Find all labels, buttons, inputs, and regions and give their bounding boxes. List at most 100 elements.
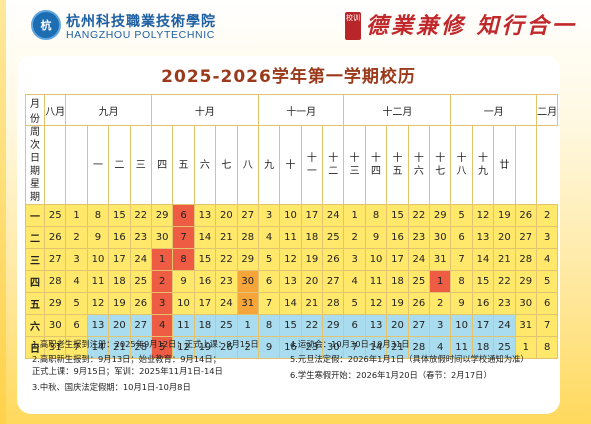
- date-cell: 23: [300, 336, 324, 359]
- date-cell: 9: [450, 292, 473, 315]
- weekday-label: 六: [25, 314, 45, 337]
- date-cell: 27: [236, 204, 259, 227]
- date-cell: 25: [493, 336, 516, 359]
- date-cell: 3: [429, 314, 452, 337]
- month-header: 九月: [65, 94, 152, 126]
- date-cell: 3: [343, 248, 366, 271]
- date-cell: 1: [65, 204, 88, 227]
- date-cell: 22: [300, 314, 324, 337]
- date-cell: 6: [65, 314, 88, 337]
- date-cell: 30: [43, 314, 67, 337]
- date-cell: 15: [193, 248, 217, 271]
- date-cell: 16: [279, 336, 302, 359]
- date-cell: 11: [172, 314, 195, 337]
- date-cell: 6: [535, 292, 559, 315]
- date-cell: 6: [343, 314, 366, 337]
- date-cell: 24: [493, 314, 516, 337]
- date-cell: 27: [322, 270, 345, 293]
- date-cell: 26: [215, 336, 238, 359]
- date-cell: 1: [514, 336, 537, 359]
- date-cell: 8: [450, 270, 473, 293]
- date-cell: 30: [236, 270, 259, 293]
- date-cell: 29: [322, 314, 345, 337]
- date-cell: 31: [236, 292, 259, 315]
- school-name-en: HANGZHOU POLYTECHNIC: [66, 29, 215, 41]
- week-number: [65, 125, 88, 205]
- school-motto: 德業兼修 知行合一: [366, 13, 577, 39]
- date-cell: 23: [407, 226, 431, 249]
- notes: 1.高职老生报到注册：2025年9月12日；正式上课：9月15日 2.高职新生报…: [32, 338, 552, 410]
- school-name-cn: 杭州科技職業技術學院: [66, 14, 216, 30]
- weekday-label: 二: [25, 226, 45, 249]
- date-cell: 3: [150, 292, 174, 315]
- header: 杭 杭州科技職業技術學院 HANGZHOU POLYTECHNIC 校训 德業兼…: [0, 0, 591, 56]
- date-cell: 31: [514, 314, 537, 337]
- date-cell: 5: [65, 292, 88, 315]
- week-number: 八: [236, 125, 259, 205]
- date-cell: 10: [450, 314, 473, 337]
- date-cell: 20: [386, 314, 409, 337]
- date-cell: 16: [471, 292, 495, 315]
- week-number: 十二: [322, 125, 345, 205]
- date-cell: 9: [86, 226, 110, 249]
- date-cell: 25: [43, 204, 67, 227]
- date-cell: 15: [108, 204, 131, 227]
- weekday-row: 日 31 7 14 21 28 5 12 19 26 2 9 16 23 30 7 14 21 28 4 11 18 25 1…: [25, 336, 559, 359]
- date-cell: 25: [215, 314, 238, 337]
- date-cell: 28: [236, 226, 259, 249]
- date-cell: 19: [386, 292, 409, 315]
- date-cell: 2: [150, 270, 174, 293]
- week-number: 七: [215, 125, 238, 205]
- date-cell: 10: [172, 292, 195, 315]
- date-cell: 4: [429, 336, 452, 359]
- date-cell: 6: [257, 270, 281, 293]
- date-cell: 27: [43, 248, 67, 271]
- date-cell: 7: [450, 248, 473, 271]
- week-number: 九: [257, 125, 281, 205]
- left-border: [0, 0, 6, 424]
- date-cell: 26: [43, 226, 67, 249]
- week-number: [514, 125, 537, 205]
- date-cell: 19: [300, 248, 324, 271]
- date-cell: 1: [429, 270, 452, 293]
- week-number: 十六: [407, 125, 431, 205]
- month-header: 十二月: [343, 94, 452, 126]
- date-cell: 5: [535, 270, 559, 293]
- week-number: 十八: [450, 125, 473, 205]
- date-cell: 29: [429, 204, 452, 227]
- date-cell: 13: [86, 314, 110, 337]
- month-header: 十月: [150, 94, 259, 126]
- date-cell: 31: [429, 248, 452, 271]
- date-cell: 3: [535, 226, 559, 249]
- date-cell: 2: [236, 336, 259, 359]
- date-cell: 21: [108, 336, 131, 359]
- date-cell: 24: [215, 292, 238, 315]
- date-cell: 8: [86, 204, 110, 227]
- date-cell: 2: [343, 226, 366, 249]
- date-cell: 24: [129, 248, 152, 271]
- date-cell: 7: [343, 336, 366, 359]
- weekday-label: 五: [25, 292, 45, 315]
- date-cell: 19: [493, 204, 516, 227]
- date-cell: 20: [493, 226, 516, 249]
- date-cell: 11: [86, 270, 110, 293]
- date-cell: 21: [215, 226, 238, 249]
- date-cell: 12: [364, 292, 388, 315]
- date-cell: 10: [86, 248, 110, 271]
- week-number: 五: [172, 125, 195, 205]
- date-cell: 20: [108, 314, 131, 337]
- date-cell: 5: [257, 248, 281, 271]
- week-number: 廿: [493, 125, 516, 205]
- date-cell: 19: [108, 292, 131, 315]
- date-cell: 28: [322, 292, 345, 315]
- week-number: 一: [86, 125, 110, 205]
- date-cell: 11: [364, 270, 388, 293]
- date-cell: 13: [471, 226, 495, 249]
- date-cell: 18: [108, 270, 131, 293]
- week-number: 十七: [429, 125, 452, 205]
- date-cell: 21: [493, 248, 516, 271]
- date-cell: 8: [364, 204, 388, 227]
- month-header: 一月: [450, 94, 537, 126]
- date-cell: 12: [279, 248, 302, 271]
